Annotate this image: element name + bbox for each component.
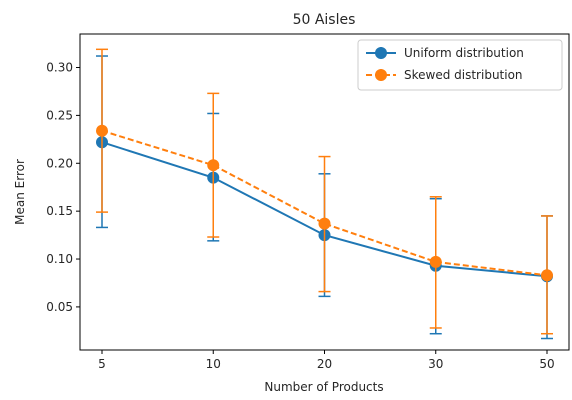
y-tick-label-1: 0.10	[46, 252, 73, 266]
legend-label-0: Uniform distribution	[404, 46, 524, 60]
x-tick-label-20: 20	[317, 357, 332, 371]
legend: Uniform distribution Skewed distribution	[357, 39, 563, 91]
y-tick-label-2: 0.15	[46, 204, 73, 218]
series-1	[96, 48, 553, 335]
x-axis-title: Number of Products	[264, 380, 383, 394]
y-tick-label-5: 0.30	[46, 61, 73, 75]
data-point-1-0	[96, 124, 108, 137]
y-tick-label-4: 0.25	[46, 108, 73, 122]
legend-marker-1	[375, 69, 387, 81]
data-point-1-2	[318, 217, 331, 230]
data-point-1-4	[541, 269, 553, 282]
legend-marker-0	[375, 47, 387, 59]
chart-title: 50 Aisles	[293, 12, 356, 28]
legend-box	[357, 39, 563, 91]
y-tick-label-3: 0.20	[46, 156, 73, 170]
series-line-1	[101, 129, 548, 277]
x-tick-label-5: 5	[98, 357, 106, 371]
x-tick-label-50: 50	[539, 357, 554, 371]
x-tick-label-10: 10	[206, 357, 221, 371]
data-point-1-3	[429, 255, 442, 268]
data-point-1-1	[207, 159, 220, 172]
y-axis-title: Mean Error	[13, 159, 27, 225]
y-tick-label-0: 0.05	[46, 300, 73, 314]
x-tick-label-30: 30	[428, 357, 443, 371]
legend-label-1: Skewed distribution	[404, 68, 523, 82]
plot-area	[96, 48, 553, 340]
